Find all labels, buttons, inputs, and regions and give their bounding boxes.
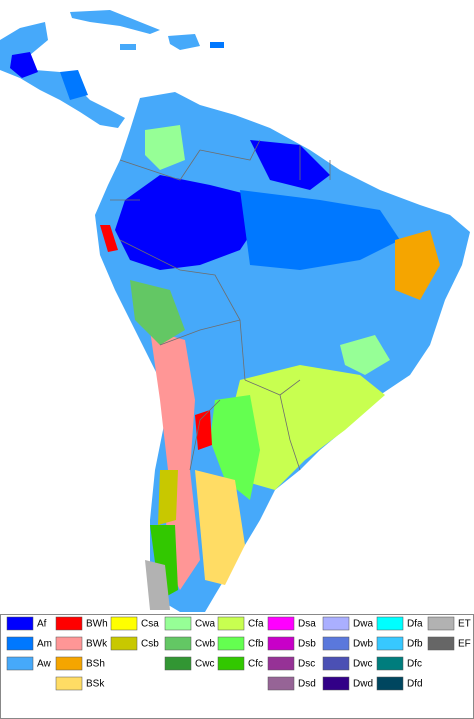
legend-swatch xyxy=(427,636,455,651)
legend-swatch xyxy=(376,616,404,631)
legend-label: Dsa xyxy=(298,619,316,630)
legend-swatch xyxy=(6,656,34,671)
legend-label: Dfd xyxy=(407,679,423,690)
legend-label: Aw xyxy=(37,659,51,670)
legend-swatch xyxy=(322,616,350,631)
legend-label: BWk xyxy=(86,639,108,650)
region-cfb xyxy=(210,395,260,500)
legend-swatch xyxy=(267,616,295,631)
legend-swatch xyxy=(376,676,404,691)
legend-label: Cwb xyxy=(195,639,215,650)
country-borders xyxy=(110,139,331,471)
legend-label: Dsb xyxy=(298,639,316,650)
legend-swatch xyxy=(6,616,34,631)
legend-swatch xyxy=(267,636,295,651)
legend-label: Dwb xyxy=(353,639,373,650)
legend-swatch xyxy=(322,636,350,651)
region-af-coast xyxy=(250,140,330,190)
legend-label: Cfa xyxy=(248,619,264,630)
legend-swatch xyxy=(267,656,295,671)
legend-swatch xyxy=(217,616,245,631)
legend-swatch xyxy=(376,656,404,671)
legend-label: Af xyxy=(37,619,47,630)
legend-swatch xyxy=(427,616,455,631)
legend-swatch xyxy=(322,676,350,691)
region-cwa xyxy=(340,335,390,375)
legend-label: Dwc xyxy=(353,659,372,670)
island-jamaica xyxy=(120,44,136,50)
legend-swatch xyxy=(322,656,350,671)
region-bsh-ne xyxy=(395,230,440,300)
legend-swatch xyxy=(376,636,404,651)
legend-swatch xyxy=(55,676,83,691)
region-bwh xyxy=(195,410,212,450)
legend-swatch xyxy=(55,616,83,631)
region-am-amazon xyxy=(240,190,400,270)
region-af-amazon xyxy=(115,175,260,270)
legend-label: Cfb xyxy=(248,639,264,650)
legend-swatch xyxy=(110,616,138,631)
region-am xyxy=(60,70,88,100)
region-cfa xyxy=(225,365,385,490)
legend-swatch xyxy=(6,636,34,651)
region-af xyxy=(10,52,38,78)
legend-swatch xyxy=(267,676,295,691)
region-bwh-peru xyxy=(100,225,118,252)
legend-label: Dfc xyxy=(407,659,422,670)
legend-label: EF xyxy=(458,639,471,650)
legend-label: Csb xyxy=(141,639,159,650)
legend-label: Dsc xyxy=(298,659,315,670)
region-cwb-andes xyxy=(130,280,185,345)
legend-swatch xyxy=(217,656,245,671)
legend-swatch xyxy=(164,656,192,671)
region-cfc xyxy=(150,525,178,600)
legend-swatch xyxy=(55,636,83,651)
legend-label: Am xyxy=(37,639,52,650)
legend-swatch xyxy=(164,636,192,651)
region-bsk xyxy=(195,470,245,585)
legend-label: BSh xyxy=(86,659,105,670)
legend-label: BWh xyxy=(86,619,108,630)
legend-label: Dwd xyxy=(353,679,373,690)
legend-label: Cfc xyxy=(248,659,263,670)
island-cuba xyxy=(70,10,160,34)
legend-label: Dfa xyxy=(407,619,423,630)
region-bwk xyxy=(150,330,200,590)
legend-swatch xyxy=(55,656,83,671)
region-et xyxy=(145,560,170,610)
legend-label: Cwc xyxy=(195,659,214,670)
island-puerto-rico xyxy=(210,42,224,48)
legend-swatch xyxy=(110,636,138,651)
legend-swatch xyxy=(164,616,192,631)
legend-label: Cwa xyxy=(195,619,215,630)
legend-label: BSk xyxy=(86,679,105,690)
legend-swatch xyxy=(217,636,245,651)
legend-label: Dfb xyxy=(407,639,423,650)
region-csb xyxy=(158,470,178,525)
legend-label: ET xyxy=(458,619,471,630)
region-cwb-venezuela xyxy=(145,125,185,170)
island-hispaniola xyxy=(168,34,200,50)
legend-label: Dwa xyxy=(353,619,373,630)
legend-label: Dsd xyxy=(298,679,316,690)
legend-label: Csa xyxy=(141,619,159,630)
